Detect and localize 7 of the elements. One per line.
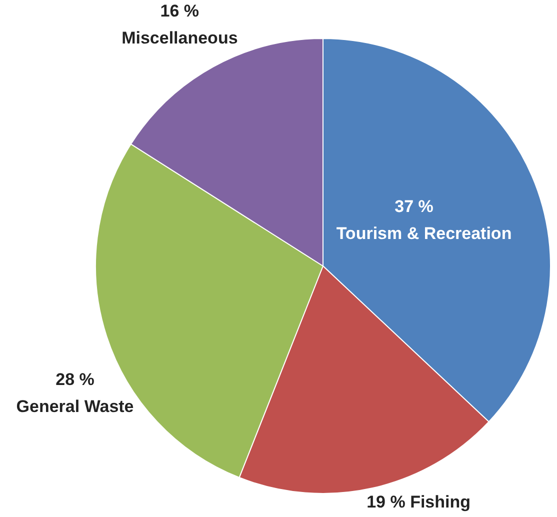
slice-label: 19 % Fishing [366,492,471,512]
data-label: 28 % [56,370,94,390]
slice-label: Miscellaneous [122,28,238,48]
slice-label: General Waste [16,397,134,416]
data-label: 16 % [160,2,200,21]
slice-label: Tourism & Recreation [336,224,512,244]
data-label: 37 % [394,197,434,216]
